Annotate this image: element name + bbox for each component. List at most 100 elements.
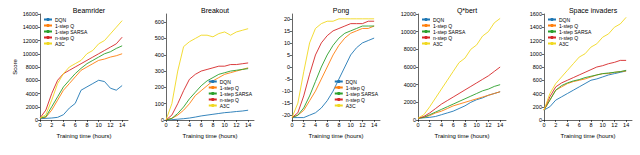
svg-text:2000: 2000: [26, 104, 38, 110]
svg-text:16000: 16000: [23, 11, 38, 17]
svg-text:12000: 12000: [401, 11, 416, 17]
svg-text:500: 500: [155, 35, 164, 41]
svg-text:Training time (hours): Training time (hours): [308, 133, 363, 139]
svg-text:Training time (hours): Training time (hours): [560, 133, 615, 139]
svg-text:4: 4: [62, 122, 65, 128]
svg-text:14: 14: [623, 122, 629, 128]
svg-text:4000: 4000: [404, 82, 416, 88]
svg-text:300: 300: [155, 68, 164, 74]
svg-text:6000: 6000: [404, 64, 416, 70]
svg-text:6000: 6000: [26, 77, 38, 83]
svg-text:14000: 14000: [23, 24, 38, 30]
svg-text:n-step Q: n-step Q: [55, 34, 75, 41]
svg-text:-10: -10: [282, 88, 290, 94]
svg-text:Beamrider: Beamrider: [73, 7, 106, 14]
svg-text:8: 8: [211, 122, 214, 128]
svg-text:0: 0: [38, 122, 41, 128]
svg-text:DQN: DQN: [219, 78, 231, 85]
svg-text:0: 0: [287, 64, 290, 70]
svg-text:A3C: A3C: [559, 41, 569, 47]
svg-text:12: 12: [233, 122, 239, 128]
svg-text:Score: Score: [12, 59, 18, 75]
svg-text:0: 0: [290, 122, 293, 128]
svg-text:8: 8: [589, 122, 592, 128]
svg-text:Breakout: Breakout: [201, 7, 229, 14]
svg-text:-5: -5: [285, 76, 290, 82]
svg-text:10000: 10000: [23, 51, 38, 57]
svg-text:Space invaders: Space invaders: [569, 7, 618, 15]
svg-text:2: 2: [176, 122, 179, 128]
svg-text:20: 20: [284, 16, 290, 22]
svg-text:10: 10: [96, 122, 102, 128]
svg-text:1-step SARSA: 1-step SARSA: [55, 28, 88, 35]
svg-text:2: 2: [428, 122, 431, 128]
svg-text:Training time (hours): Training time (hours): [434, 133, 489, 139]
svg-text:Training time (hours): Training time (hours): [56, 133, 111, 139]
svg-text:14: 14: [119, 122, 125, 128]
svg-text:10: 10: [474, 122, 480, 128]
svg-text:Pong: Pong: [333, 7, 349, 15]
svg-text:1-step Q: 1-step Q: [55, 22, 75, 29]
svg-text:10000: 10000: [401, 29, 416, 35]
svg-text:8: 8: [463, 122, 466, 128]
svg-text:10: 10: [600, 122, 606, 128]
svg-text:0: 0: [542, 122, 545, 128]
svg-text:12000: 12000: [23, 38, 38, 44]
svg-text:0: 0: [416, 122, 419, 128]
svg-text:10: 10: [284, 40, 290, 46]
svg-text:10: 10: [222, 122, 228, 128]
svg-text:1400: 1400: [530, 24, 542, 30]
svg-text:12: 12: [485, 122, 491, 128]
svg-text:8000: 8000: [26, 64, 38, 70]
svg-text:12: 12: [107, 122, 113, 128]
svg-text:2: 2: [554, 122, 557, 128]
svg-text:1-step SARSA: 1-step SARSA: [219, 90, 252, 97]
svg-text:800: 800: [533, 64, 542, 70]
svg-text:8: 8: [85, 122, 88, 128]
svg-text:400: 400: [155, 52, 164, 58]
svg-text:2000: 2000: [404, 99, 416, 105]
svg-text:1000: 1000: [530, 51, 542, 57]
svg-text:A3C: A3C: [55, 41, 65, 47]
svg-text:Training time (hours): Training time (hours): [182, 133, 237, 139]
svg-text:1200: 1200: [530, 38, 542, 44]
svg-text:6: 6: [200, 122, 203, 128]
svg-text:12: 12: [359, 122, 365, 128]
svg-text:A3C: A3C: [346, 103, 356, 109]
svg-text:2: 2: [50, 122, 53, 128]
svg-text:15: 15: [284, 28, 290, 34]
svg-text:8000: 8000: [404, 46, 416, 52]
svg-text:6: 6: [578, 122, 581, 128]
svg-text:4: 4: [566, 122, 569, 128]
svg-text:6: 6: [74, 122, 77, 128]
svg-text:A3C: A3C: [220, 103, 230, 109]
svg-text:14: 14: [371, 122, 377, 128]
svg-text:5: 5: [287, 52, 290, 58]
svg-text:100: 100: [155, 101, 164, 107]
svg-text:Q*bert: Q*bert: [457, 7, 477, 15]
svg-text:2: 2: [302, 122, 305, 128]
svg-text:600: 600: [533, 77, 542, 83]
svg-text:400: 400: [533, 91, 542, 97]
svg-text:4: 4: [314, 122, 317, 128]
svg-text:-15: -15: [282, 100, 290, 106]
svg-text:200: 200: [533, 104, 542, 110]
svg-text:12: 12: [611, 122, 617, 128]
svg-text:600: 600: [155, 19, 164, 25]
svg-text:4000: 4000: [26, 91, 38, 97]
svg-text:6: 6: [452, 122, 455, 128]
svg-text:200: 200: [155, 84, 164, 90]
svg-text:1600: 1600: [530, 11, 542, 17]
svg-text:1-step Q: 1-step Q: [219, 84, 239, 91]
svg-text:10: 10: [348, 122, 354, 128]
svg-text:4: 4: [188, 122, 191, 128]
svg-text:6: 6: [326, 122, 329, 128]
svg-text:DQN: DQN: [55, 16, 67, 23]
svg-text:4: 4: [440, 122, 443, 128]
svg-text:14: 14: [245, 122, 251, 128]
svg-text:8: 8: [337, 122, 340, 128]
svg-text:0: 0: [164, 122, 167, 128]
svg-text:14: 14: [497, 122, 503, 128]
svg-text:A3C: A3C: [433, 41, 443, 47]
svg-text:-20: -20: [282, 112, 290, 118]
